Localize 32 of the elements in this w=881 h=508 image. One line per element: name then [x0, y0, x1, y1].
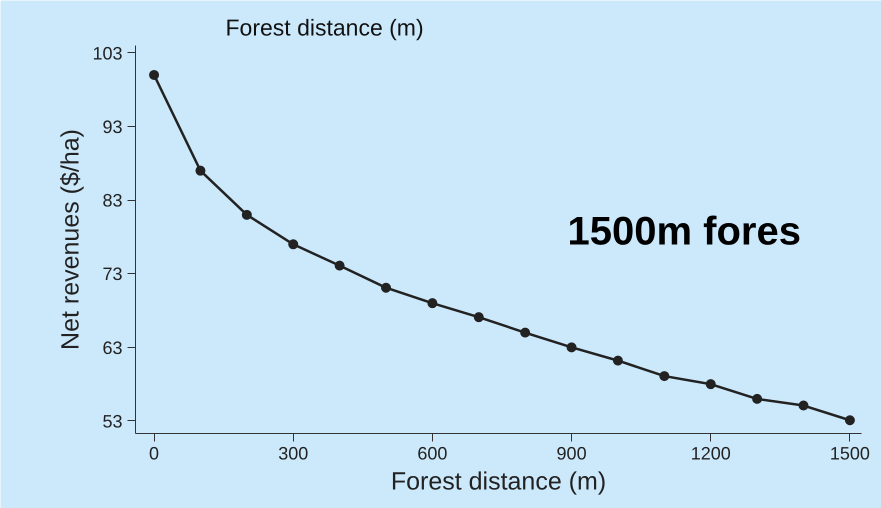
point — [659, 371, 670, 382]
x-tick-label: 300 — [278, 444, 308, 464]
y-tick-label: 53 — [102, 411, 123, 432]
y-tick-label: 73 — [102, 264, 123, 284]
x-tick-label: 0 — [149, 444, 160, 464]
x-tick-label: 900 — [556, 444, 587, 464]
point — [149, 70, 160, 80]
annotation: 1500m fores — [568, 210, 801, 254]
y-axis-title: Net revenues ($/ha) — [56, 129, 84, 350]
point — [612, 356, 623, 366]
point — [706, 379, 716, 390]
x-tick-label: 600 — [417, 444, 448, 464]
point — [474, 312, 484, 322]
y-tick-label: 93 — [102, 116, 123, 137]
x-tick-label: 1500 — [830, 444, 870, 464]
x-axis-title: Forest distance (m) — [390, 468, 606, 496]
point — [752, 394, 762, 404]
point — [427, 298, 438, 308]
x-tick-label: 1200 — [690, 444, 731, 464]
y-tick-label: 103 — [92, 43, 123, 64]
point — [195, 166, 206, 176]
point — [242, 210, 252, 220]
chart-title: Forest distance (m) — [226, 14, 424, 40]
point — [334, 260, 345, 271]
point — [798, 400, 809, 411]
point — [381, 282, 392, 293]
point — [288, 239, 298, 250]
point — [566, 342, 577, 352]
y-tick-label: 83 — [102, 190, 123, 211]
point — [520, 328, 530, 338]
y-tick-label: 63 — [102, 338, 123, 358]
point — [844, 415, 855, 426]
